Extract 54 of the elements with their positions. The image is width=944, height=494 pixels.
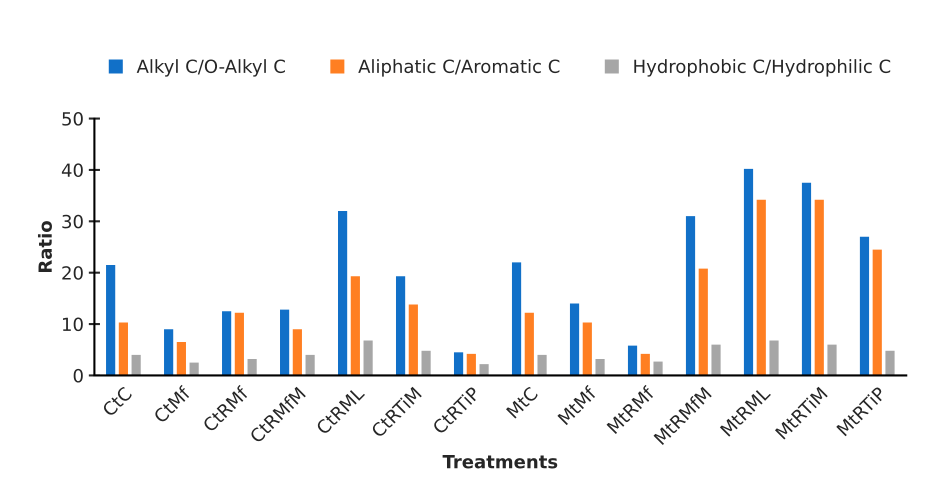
bar xyxy=(176,342,186,376)
x-axis-title: Treatments xyxy=(442,455,558,468)
bar xyxy=(814,200,824,376)
legend-label: Aliphatic C/Aromatic C xyxy=(358,59,560,77)
bar xyxy=(132,354,141,376)
bar xyxy=(698,268,708,376)
legend-label: Hydrophobic C/Hydrophilic C xyxy=(634,59,890,77)
bar xyxy=(350,276,360,376)
bar xyxy=(292,329,302,376)
bar xyxy=(118,322,128,376)
y-tick-label: 0 xyxy=(74,368,83,383)
bar xyxy=(860,236,870,376)
y-tick-label: 10 xyxy=(62,318,83,332)
x-tick-label: CtC xyxy=(102,386,133,418)
bar xyxy=(756,200,766,376)
bar xyxy=(248,359,257,376)
bar xyxy=(769,340,779,376)
bar xyxy=(802,182,812,376)
bar xyxy=(827,344,837,376)
bar xyxy=(164,329,174,376)
bar xyxy=(595,359,605,376)
bar xyxy=(653,362,663,376)
bar xyxy=(106,264,116,376)
bar xyxy=(570,304,580,376)
bar xyxy=(234,312,244,376)
bar xyxy=(364,340,373,376)
bar xyxy=(479,364,489,376)
bar xyxy=(640,354,650,376)
bar xyxy=(454,352,464,376)
y-tick-label: 20 xyxy=(62,266,83,280)
y-tick-label: 30 xyxy=(62,214,83,228)
bar xyxy=(306,354,315,376)
bar xyxy=(872,250,882,376)
y-tick-label: 50 xyxy=(62,112,83,126)
bar xyxy=(512,262,522,376)
bar xyxy=(628,346,638,376)
bar xyxy=(524,312,534,376)
bar xyxy=(280,310,290,376)
bar xyxy=(190,362,199,376)
bar xyxy=(582,322,592,376)
bar xyxy=(885,350,895,376)
bar xyxy=(422,350,431,376)
bar xyxy=(222,311,232,376)
y-tick-label: 40 xyxy=(62,163,83,178)
y-axis-title: Ratio xyxy=(38,221,52,272)
bar xyxy=(744,168,754,376)
bar xyxy=(338,211,348,376)
bar xyxy=(686,216,696,376)
bar xyxy=(711,344,721,376)
bar xyxy=(466,354,476,376)
bar xyxy=(408,304,418,376)
bar xyxy=(537,354,547,376)
legend-label: Alkyl C/O-Alkyl C xyxy=(136,59,285,77)
bar xyxy=(396,276,406,376)
